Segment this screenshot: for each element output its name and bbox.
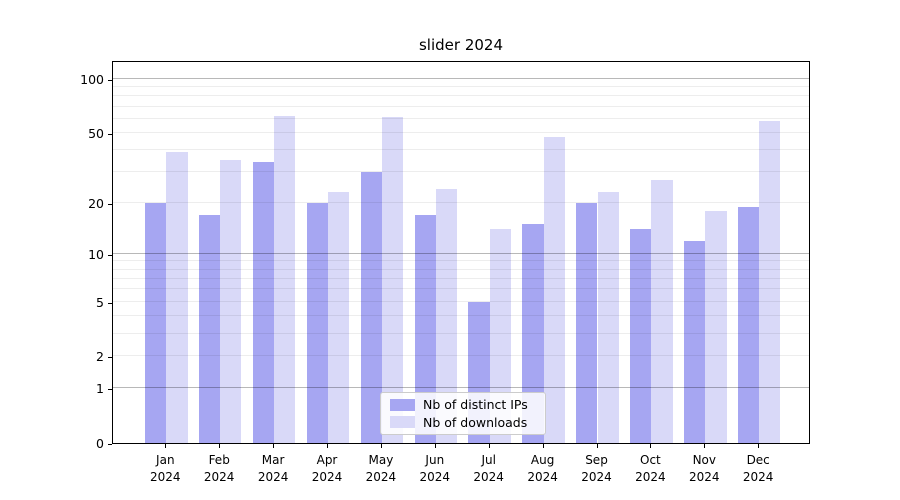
x-tick-label-sep: Sep 2024 [581, 453, 612, 484]
bar-downloads-jan [166, 151, 188, 443]
x-tick-mark-jul [488, 444, 490, 448]
x-tick-label-apr: Apr 2024 [311, 453, 343, 484]
y-tick-label-10: 10 [88, 246, 104, 262]
bar-distinct-ips-oct [630, 229, 652, 443]
x-tick-label-mar: Mar 2024 [257, 453, 289, 484]
x-tick-label-nov: Nov 2024 [689, 453, 720, 484]
bar-distinct-ips-jun [414, 214, 436, 443]
y-tick-mark [108, 357, 112, 359]
legend: Nb of distinct IPs Nb of downloads [380, 392, 546, 435]
x-tick-label-aug: Aug 2024 [527, 453, 558, 484]
gridline-40 [113, 148, 809, 150]
bar-distinct-ips-dec [737, 206, 760, 443]
bar-downloads-aug [543, 137, 565, 443]
x-tick-mark-apr [327, 444, 328, 448]
y-tick-mark [108, 302, 112, 304]
gridline-30 [113, 170, 809, 172]
x-tick-mark-feb [219, 444, 221, 448]
x-tick-mark-may [380, 444, 382, 448]
legend-swatch-downloads [390, 416, 415, 429]
gridline-90 [113, 85, 809, 87]
gridline-2 [113, 355, 809, 357]
x-tick-mark-oct [650, 444, 652, 448]
y-tick-mark [108, 203, 112, 205]
legend-label-distinct-ips: Nb of distinct IPs [423, 397, 528, 413]
y-tick-label-100: 100 [80, 71, 104, 87]
bar-distinct-ips-feb [198, 214, 221, 443]
x-tick-label-oct: Oct 2024 [635, 453, 666, 484]
bars-layer [113, 62, 809, 443]
bar-downloads-feb [220, 160, 242, 443]
y-tick-label-20: 20 [88, 195, 104, 211]
gridline-100 [113, 77, 809, 79]
legend-item-downloads: Nb of downloads [390, 415, 537, 430]
gridline-6 [113, 288, 809, 290]
y-tick-label-1: 1 [96, 381, 104, 397]
y-tick-label-0: 0 [96, 436, 104, 451]
bar-downloads-mar [274, 116, 296, 443]
chart-title: slider 2024 [418, 36, 503, 54]
bar-distinct-ips-nov [684, 240, 706, 443]
bar-downloads-oct [651, 180, 673, 443]
legend-item-distinct-ips: Nb of distinct IPs [390, 397, 537, 412]
y-tick-label-50: 50 [88, 125, 104, 141]
gridline-60 [113, 117, 809, 119]
y-tick-mark [108, 79, 112, 81]
y-tick-label-5: 5 [96, 294, 104, 310]
x-tick-mark-dec [758, 444, 760, 448]
x-tick-label-jul: Jul 2024 [473, 453, 504, 484]
bar-distinct-ips-jan [145, 202, 167, 443]
gridline-4 [113, 315, 809, 316]
y-tick-mark [108, 133, 112, 135]
bar-distinct-ips-may [360, 171, 382, 443]
gridline-1 [113, 387, 809, 389]
x-tick-mark-aug [542, 444, 544, 448]
bar-downloads-jun [435, 188, 458, 443]
gridline-5 [113, 300, 809, 302]
gridline-3 [113, 332, 809, 334]
gridline-20 [113, 201, 809, 203]
x-tick-mark-sep [596, 444, 598, 448]
x-tick-label-dec: Dec 2024 [742, 453, 774, 484]
x-tick-label-jan: Jan 2024 [150, 453, 181, 484]
gridline-50 [113, 131, 809, 133]
gridline-7 [113, 277, 809, 279]
bar-downloads-may [381, 117, 404, 443]
x-tick-label-feb: Feb 2024 [203, 453, 235, 484]
y-tick-mark [108, 389, 112, 391]
bar-downloads-nov [705, 210, 727, 443]
gridline-80 [113, 95, 809, 97]
bar-downloads-jul [489, 229, 511, 443]
y-tick-mark [108, 444, 112, 445]
x-tick-label-jun: Jun 2024 [419, 453, 451, 484]
gridline-10 [113, 252, 809, 254]
bar-distinct-ips-mar [252, 162, 275, 443]
x-tick-label-may: May 2024 [365, 453, 397, 484]
plot-area [112, 61, 810, 444]
x-tick-mark-jan [165, 444, 167, 448]
bar-downloads-apr [328, 192, 350, 443]
bar-downloads-dec [759, 121, 781, 443]
gridline-9 [113, 260, 809, 262]
bar-distinct-ips-aug [522, 224, 544, 443]
x-tick-mark-jun [434, 444, 436, 448]
legend-label-downloads: Nb of downloads [423, 414, 528, 430]
x-tick-mark-nov [704, 444, 706, 448]
x-tick-mark-mar [273, 444, 275, 448]
legend-swatch-distinct-ips [390, 398, 415, 411]
grid-layer [113, 62, 809, 443]
y-tick-mark [108, 254, 112, 256]
bar-distinct-ips-apr [306, 202, 328, 443]
y-tick-label-2: 2 [96, 349, 104, 365]
bar-downloads-sep [597, 192, 619, 443]
bar-distinct-ips-sep [576, 202, 598, 443]
gridline-8 [113, 268, 809, 270]
gridline-70 [113, 105, 809, 107]
